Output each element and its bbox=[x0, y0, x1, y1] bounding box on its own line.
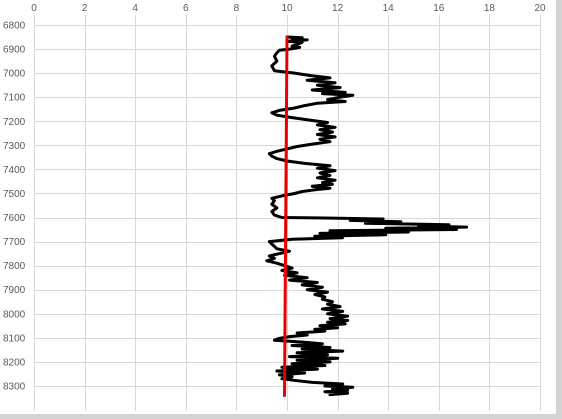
x-tick-label: 0 bbox=[31, 3, 37, 14]
y-tick-label: 7900 bbox=[3, 285, 26, 296]
x-tick-label: 8 bbox=[234, 3, 240, 14]
y-tick-label: 8300 bbox=[3, 381, 26, 392]
y-tick-label: 7100 bbox=[3, 93, 26, 104]
y-tick-label: 7300 bbox=[3, 141, 26, 152]
y-tick-label: 8200 bbox=[3, 357, 26, 368]
x-tick-label: 14 bbox=[383, 3, 395, 14]
y-tick-label: 7400 bbox=[3, 165, 26, 176]
y-tick-label: 7200 bbox=[3, 117, 26, 128]
x-tick-label: 16 bbox=[433, 3, 445, 14]
y-tick-label: 8000 bbox=[3, 309, 26, 320]
x-tick-label: 4 bbox=[132, 3, 138, 14]
y-tick-label: 7800 bbox=[3, 261, 26, 272]
x-tick-label: 20 bbox=[534, 3, 546, 14]
y-tick-label: 6900 bbox=[3, 45, 26, 56]
x-tick-label: 6 bbox=[183, 3, 189, 14]
x-tick-label: 12 bbox=[332, 3, 344, 14]
x-tick-label: 18 bbox=[484, 3, 496, 14]
y-tick-label: 8100 bbox=[3, 333, 26, 344]
plot-shadow-bottom bbox=[0, 414, 562, 419]
x-tick-label: 10 bbox=[281, 3, 293, 14]
plot-shadow-right bbox=[556, 0, 562, 419]
y-tick-label: 7700 bbox=[3, 237, 26, 248]
y-tick-label: 6800 bbox=[3, 21, 26, 32]
x-tick-label: 2 bbox=[82, 3, 88, 14]
y-tick-label: 7600 bbox=[3, 213, 26, 224]
y-tick-label: 7000 bbox=[3, 69, 26, 80]
y-tick-label: 7500 bbox=[3, 189, 26, 200]
